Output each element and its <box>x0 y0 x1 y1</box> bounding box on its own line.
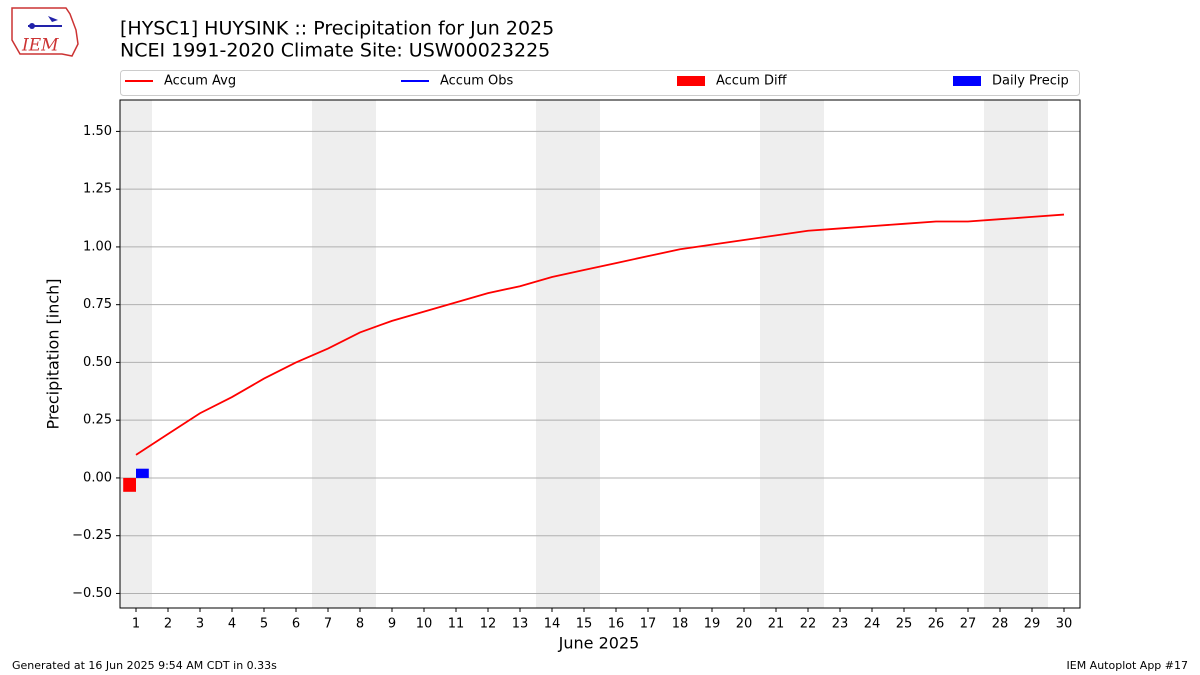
logo-outline <box>11 7 79 57</box>
y-tick-label: −0.50 <box>72 586 112 601</box>
weekend-band <box>120 100 152 608</box>
x-tick-label: 19 <box>704 617 721 632</box>
logo-icon <box>48 16 58 22</box>
legend-label: Daily Precip <box>992 74 1069 89</box>
y-tick-label: −0.25 <box>72 528 112 543</box>
footer-right: IEM Autoplot App #17 <box>1067 659 1189 672</box>
x-tick-label: 26 <box>928 617 945 632</box>
x-tick-label: 16 <box>608 617 625 632</box>
footer-left: Generated at 16 Jun 2025 9:54 AM CDT in … <box>12 659 277 672</box>
y-tick-label: 0.00 <box>83 470 112 485</box>
weekend-band <box>536 100 600 608</box>
x-tick-label: 17 <box>640 617 657 632</box>
x-tick-label: 20 <box>736 617 753 632</box>
x-tick-label: 15 <box>576 617 593 632</box>
x-axis-label: June 2025 <box>558 634 640 653</box>
x-tick-label: 7 <box>324 617 332 632</box>
x-tick-label: 25 <box>896 617 913 632</box>
x-tick-label: 14 <box>544 617 561 632</box>
x-tick-label: 30 <box>1056 617 1073 632</box>
x-tick-label: 12 <box>480 617 497 632</box>
x-tick-label: 5 <box>260 617 268 632</box>
chart-title: [HYSC1] HUYSINK :: Precipitation for Jun… <box>120 18 554 40</box>
logo-icon <box>29 23 35 29</box>
legend-frame <box>120 70 1080 96</box>
x-tick-label: 11 <box>448 617 465 632</box>
bar <box>123 477 136 492</box>
line <box>135 213 1065 456</box>
y-axis-label: Precipitation [inch] <box>44 278 63 429</box>
x-tick-label: 8 <box>356 617 364 632</box>
x-tick-label: 13 <box>512 617 529 632</box>
legend-label: Accum Obs <box>440 74 513 89</box>
legend-swatch <box>677 76 705 86</box>
y-tick-label: 0.50 <box>83 355 112 370</box>
x-tick-label: 22 <box>800 617 817 632</box>
y-tick-label: 1.00 <box>83 239 112 254</box>
x-tick-label: 2 <box>164 617 172 632</box>
weekend-band <box>760 100 824 608</box>
y-tick-label: 0.25 <box>83 413 112 428</box>
weekend-shading <box>120 100 1048 608</box>
logo: IEM <box>11 7 79 57</box>
x-tick-label: 21 <box>768 617 785 632</box>
x-tick-label: 9 <box>388 617 396 632</box>
x-tick-label: 6 <box>292 617 300 632</box>
weekend-band <box>312 100 376 608</box>
chart-subtitle: NCEI 1991-2020 Climate Site: USW00023225 <box>120 40 550 62</box>
y-tick-label: 1.50 <box>83 124 112 139</box>
x-tick-label: 4 <box>228 617 236 632</box>
plot-frame <box>119 99 1081 609</box>
x-tick-label: 18 <box>672 617 689 632</box>
legend-label: Accum Avg <box>164 74 236 89</box>
x-tick-label: 1 <box>132 617 140 632</box>
x-tick-label: 3 <box>196 617 204 632</box>
x-tick-label: 29 <box>1024 617 1041 632</box>
y-tick-label: 0.75 <box>83 297 112 312</box>
logo-text: IEM <box>21 36 59 56</box>
legend-swatch <box>953 76 981 86</box>
x-tick-label: 24 <box>864 617 881 632</box>
x-tick-label: 28 <box>992 617 1009 632</box>
x-tick-label: 10 <box>416 617 433 632</box>
y-tick-label: 1.25 <box>83 182 112 197</box>
legend-label: Accum Diff <box>716 74 788 89</box>
weekend-band <box>984 100 1048 608</box>
bar <box>136 468 149 478</box>
x-tick-label: 23 <box>832 617 849 632</box>
x-tick-label: 27 <box>960 617 977 632</box>
